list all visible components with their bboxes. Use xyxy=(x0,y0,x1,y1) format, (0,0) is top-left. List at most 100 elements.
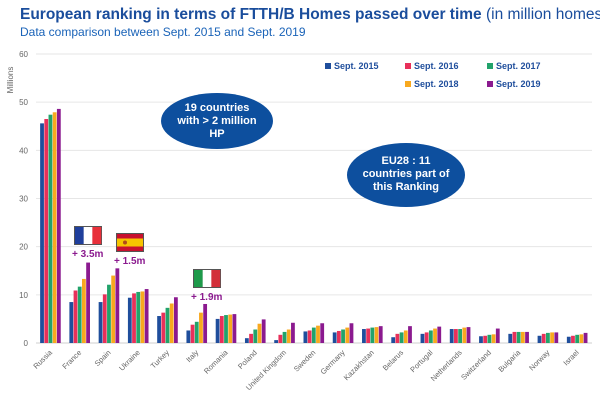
legend-swatch xyxy=(405,81,411,87)
bar-france-2 xyxy=(77,286,82,343)
legend-label: Sept. 2018 xyxy=(414,79,459,89)
callout-text: countries part of xyxy=(363,168,450,180)
bar-united-kingdom-4 xyxy=(291,322,295,343)
callout-text: with > 2 million xyxy=(176,115,256,127)
legend-swatch xyxy=(325,63,331,69)
bar-kazakhstan-1 xyxy=(366,328,371,343)
bar-united-kingdom-0 xyxy=(274,340,279,343)
x-tick-label: Kazakhstan xyxy=(342,348,376,382)
bar-israel-0 xyxy=(566,336,571,343)
bar-israel-3 xyxy=(579,334,584,343)
bar-bulgaria-4 xyxy=(525,331,529,343)
france-flag-stripe xyxy=(92,227,102,244)
bar-belarus-4 xyxy=(408,326,412,343)
callout-text: 19 countries xyxy=(185,102,250,114)
x-tick-label: Israel xyxy=(561,348,581,368)
bar-belarus-1 xyxy=(395,333,400,343)
growth-annotation: + 3.5m xyxy=(72,249,104,260)
bar-france-3 xyxy=(81,278,86,343)
bar-ukraine-2 xyxy=(136,291,141,343)
bar-kazakhstan-3 xyxy=(374,327,379,343)
bar-sweden-1 xyxy=(307,330,312,343)
bar-ukraine-4 xyxy=(144,289,149,343)
bar-russia-3 xyxy=(52,112,57,343)
bar-bulgaria-0 xyxy=(508,333,513,343)
x-tick-label: Netherlands xyxy=(429,348,464,383)
bar-romania-3 xyxy=(228,314,233,343)
growth-annotation: + 1.5m xyxy=(114,256,146,267)
x-tick-label: Italy xyxy=(184,348,200,364)
bar-romania-4 xyxy=(232,314,237,343)
x-tick-label: Russia xyxy=(31,347,54,370)
bar-turkey-2 xyxy=(165,307,170,343)
bar-poland-0 xyxy=(244,338,249,343)
bar-ukraine-0 xyxy=(127,297,132,343)
bar-netherlands-3 xyxy=(462,327,467,343)
x-tick-label: Romania xyxy=(202,347,230,375)
x-tick-label: Ukraine xyxy=(117,348,142,373)
bar-russia-2 xyxy=(48,114,53,343)
legend-label: Sept. 2016 xyxy=(414,61,459,71)
bar-sweden-4 xyxy=(320,323,325,343)
bar-italy-0 xyxy=(186,330,191,343)
bar-poland-2 xyxy=(253,329,258,343)
x-tick-label: Portugal xyxy=(408,348,434,374)
bar-ukraine-3 xyxy=(140,291,145,343)
chart-title: European ranking in terms of FTTH/B Home… xyxy=(20,6,600,23)
france-flag-stripe xyxy=(83,227,93,244)
bar-kazakhstan-0 xyxy=(362,329,366,343)
bar-spain-0 xyxy=(98,302,103,343)
bar-turkey-1 xyxy=(161,312,166,343)
bar-russia-4 xyxy=(56,108,61,343)
bar-israel-2 xyxy=(575,334,580,343)
bar-norway-2 xyxy=(546,332,550,343)
bar-spain-4 xyxy=(115,268,120,343)
x-tick-label: Belarus xyxy=(381,348,406,373)
bar-netherlands-1 xyxy=(454,329,458,343)
y-tick-label: 0 xyxy=(24,339,29,348)
legend-label: Sept. 2019 xyxy=(496,79,541,89)
bar-united-kingdom-1 xyxy=(278,334,283,343)
legend-swatch xyxy=(487,81,493,87)
bar-france-0 xyxy=(69,302,74,343)
bar-belarus-0 xyxy=(391,337,396,343)
bar-italy-3 xyxy=(199,312,203,343)
bar-italy-4 xyxy=(203,303,208,343)
bar-turkey-0 xyxy=(157,316,161,343)
legend-swatch xyxy=(487,63,493,69)
bar-bulgaria-2 xyxy=(516,331,521,343)
bar-russia-1 xyxy=(44,119,49,344)
x-tick-label: Spain xyxy=(93,348,113,368)
y-tick-label: 60 xyxy=(19,50,28,59)
bar-spain-1 xyxy=(102,294,107,343)
bar-sweden-3 xyxy=(316,325,320,343)
bar-romania-1 xyxy=(219,316,224,343)
legend-label: Sept. 2017 xyxy=(496,61,541,71)
x-tick-label: Switzerland xyxy=(459,348,493,382)
italy-flag-stripe xyxy=(211,270,221,287)
spain-flag-emblem xyxy=(123,240,127,245)
bar-france-4 xyxy=(86,262,90,343)
callout-text: HP xyxy=(209,128,224,140)
bar-romania-0 xyxy=(215,318,220,343)
bar-sweden-0 xyxy=(303,331,308,343)
bar-portugal-3 xyxy=(433,328,437,343)
bar-netherlands-2 xyxy=(458,329,463,343)
bar-poland-4 xyxy=(261,319,266,343)
y-tick-label: 20 xyxy=(19,243,28,252)
bar-israel-1 xyxy=(571,335,575,343)
x-tick-label: Turkey xyxy=(149,348,172,371)
bar-russia-0 xyxy=(40,123,44,343)
x-tick-label: France xyxy=(60,348,83,371)
bar-spain-3 xyxy=(111,275,116,343)
bar-switzerland-4 xyxy=(495,328,500,343)
france-flag-stripe xyxy=(75,227,84,244)
bar-sweden-2 xyxy=(311,327,316,343)
bar-netherlands-4 xyxy=(466,327,471,343)
bar-norway-0 xyxy=(537,335,542,343)
x-tick-label: Bulgaria xyxy=(496,347,522,373)
legend-swatch xyxy=(405,63,411,69)
bar-poland-1 xyxy=(249,333,253,343)
